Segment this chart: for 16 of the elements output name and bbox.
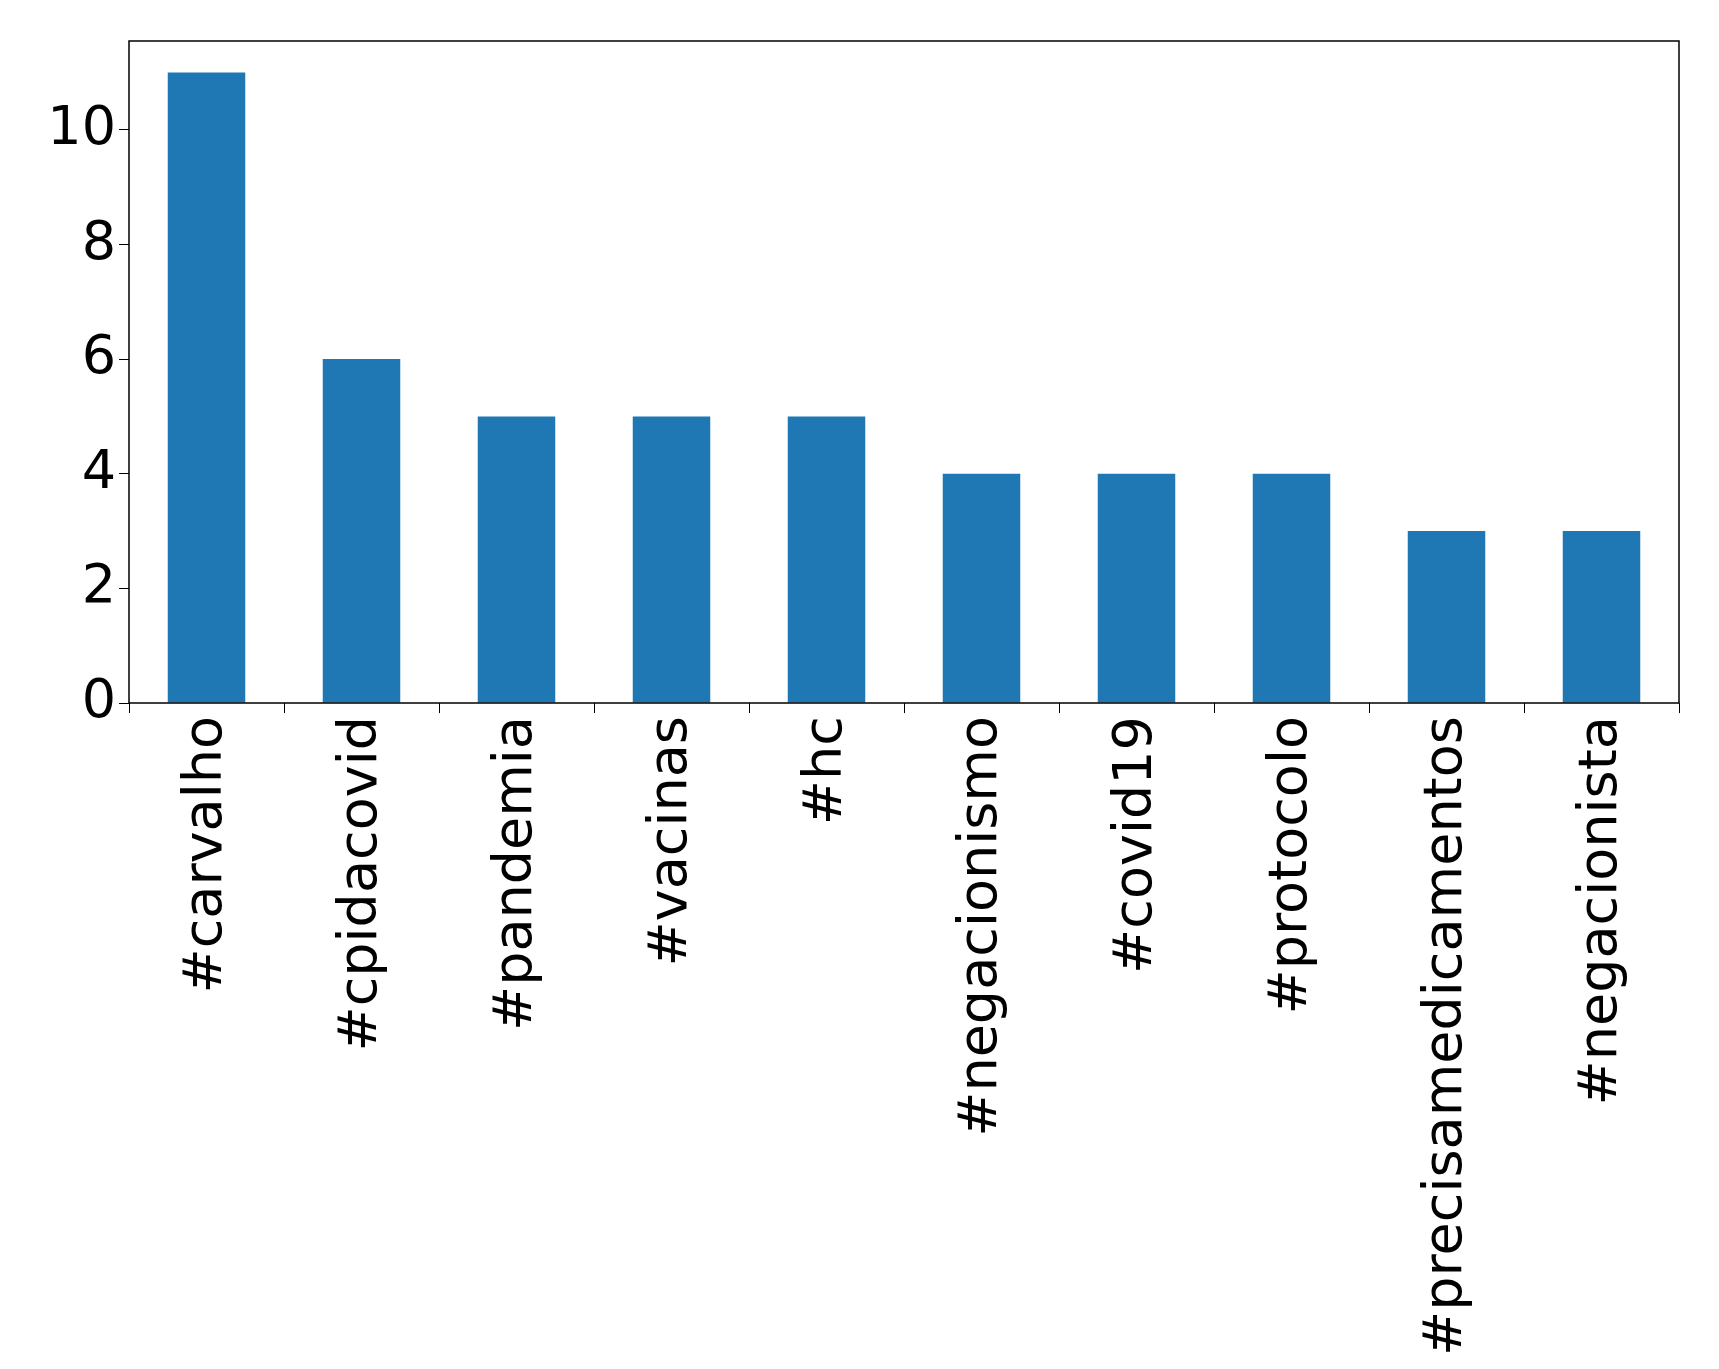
y-tick-label: 8 — [81, 208, 116, 272]
x-tick-label: #hc — [790, 716, 854, 826]
x-tick-label: #negacionista — [1565, 716, 1629, 1106]
x-tick-label: #pandemia — [480, 716, 544, 1032]
x-tick-label: #vacinas — [635, 716, 699, 967]
x-tick-label: #covid19 — [1100, 716, 1164, 974]
y-tick-label: 4 — [81, 437, 116, 501]
y-tick-label: 10 — [47, 93, 116, 157]
x-tick-label: #negacionismo — [945, 716, 1009, 1137]
y-tick-label: 6 — [81, 323, 116, 387]
x-tick-label: #protocolo — [1255, 716, 1319, 1015]
x-tick-label: #precisamedicamentos — [1410, 716, 1474, 1357]
x-tick-label: #cpidacovid — [325, 716, 389, 1052]
x-tick-label: #carvalho — [170, 716, 234, 994]
y-tick-label: 0 — [81, 667, 116, 731]
y-tick-label: 2 — [81, 552, 116, 616]
